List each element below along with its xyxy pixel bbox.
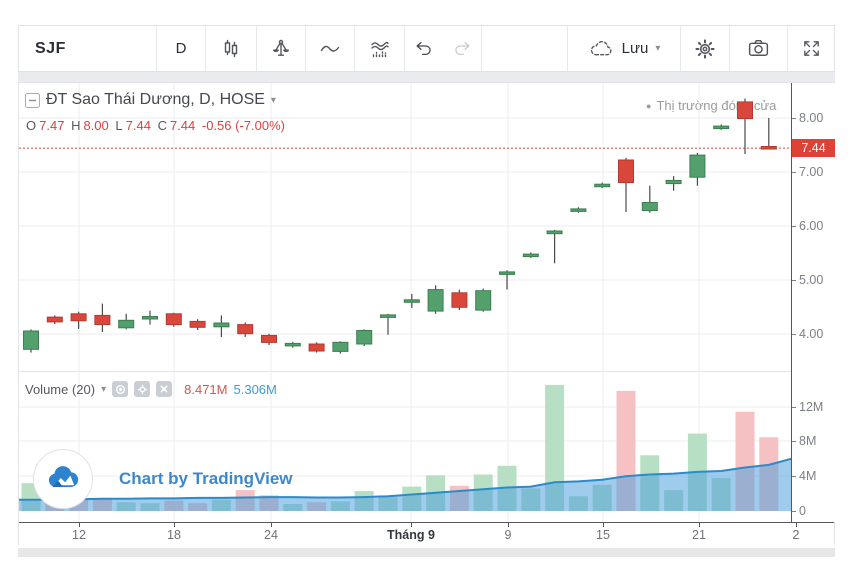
axis-tick (792, 441, 796, 442)
gear-icon (695, 38, 715, 59)
price-axis-label: 12M (799, 400, 824, 414)
time-axis-label: 9 (504, 528, 512, 542)
indicators-button[interactable] (355, 26, 404, 71)
chevron-down-icon[interactable]: ▾ (101, 383, 107, 395)
fullscreen-icon (803, 41, 819, 56)
toolbar-separator (205, 26, 206, 71)
price-axis-label: 5.00 (799, 273, 824, 287)
toolbar-separator (305, 26, 306, 71)
settings-button[interactable] (681, 26, 729, 71)
axis-tick (796, 523, 797, 527)
axis-tick (174, 523, 175, 527)
volume-value: 8.471M (184, 381, 228, 397)
bottom-strip (18, 548, 835, 557)
price-axis-label: 4.00 (799, 327, 824, 341)
symbol-title[interactable]: ĐT Sao Thái Dương, D, HOSE (46, 91, 265, 108)
toolbar-separator (680, 26, 681, 71)
axis-tick (792, 476, 796, 477)
compare-button[interactable] (257, 26, 305, 71)
toolbar-separator (156, 26, 157, 71)
interval-button[interactable]: D (175, 40, 187, 57)
axis-tick (271, 523, 272, 527)
fullscreen-button[interactable] (788, 26, 834, 71)
symbol-button[interactable]: SJF (35, 39, 66, 57)
time-axis[interactable]: 12 18 24 Tháng 9 9 15 21 2 (19, 522, 834, 545)
axis-tick (792, 118, 796, 119)
toolbar-separator (256, 26, 257, 71)
time-axis-label: Tháng 9 (387, 528, 435, 542)
visibility-eye-icon[interactable] (112, 381, 129, 397)
volume-ma-value: 5.306M (233, 381, 277, 397)
volume-study-label[interactable]: Volume (20) (25, 381, 96, 397)
status-dot-icon: ● (646, 100, 652, 111)
change-value: -0.56 (-7.00%) (201, 118, 285, 133)
time-axis-label: 2 (792, 528, 800, 542)
camera-icon (748, 39, 769, 56)
axis-tick (792, 407, 796, 408)
price-axis-label: 6.00 (799, 219, 824, 233)
chevron-down-icon[interactable]: ▾ (270, 94, 276, 106)
save-button[interactable]: Lưu ▾ (568, 26, 680, 71)
price-axis-label: 0 (799, 504, 806, 518)
undo-icon (416, 41, 431, 55)
undo-button[interactable] (405, 26, 443, 71)
axis-tick (792, 511, 796, 512)
main-legend: ĐT Sao Thái Dương, D, HOSE ▾ O 7.47 H 8.00… (25, 91, 285, 133)
axis-tick (792, 334, 796, 335)
line-wave-icon (320, 45, 340, 52)
toolbar-spacer (482, 26, 567, 71)
axis-tick (411, 523, 412, 527)
candlestick-style-button[interactable] (206, 26, 256, 71)
price-axis-label: 8M (799, 434, 817, 448)
time-axis-label: 24 (264, 528, 278, 542)
tradingview-logo[interactable] (33, 449, 93, 509)
cloud-icon (590, 41, 612, 56)
snapshot-button[interactable] (730, 26, 787, 71)
toolbar-separator (481, 26, 482, 71)
chart-panel: ● Thị trường đóng cửa ĐT Sao Thái Dương,… (18, 82, 835, 545)
save-label: Lưu (621, 40, 649, 57)
price-axis-label: 8.00 (799, 111, 824, 125)
remove-study-x-icon[interactable] (156, 381, 173, 397)
time-axis-label: 21 (692, 528, 706, 542)
toolbar-chart-gap (18, 72, 835, 82)
line-style-button[interactable] (306, 26, 354, 71)
time-axis-label: 12 (72, 528, 86, 542)
compare-scales-icon (272, 39, 290, 56)
ohlc-values: O 7.47 H 8.00 L 7.44 C 7.44 -0.56 (-7.00%) (26, 118, 285, 133)
toolbar-separator (729, 26, 730, 71)
last-price-badge: 7.44 (792, 139, 835, 157)
axis-tick (699, 523, 700, 527)
time-axis-label: 18 (167, 528, 181, 542)
candlestick-style-icon (224, 39, 238, 57)
toolbar-separator (404, 26, 405, 71)
axis-tick (792, 226, 796, 227)
axis-tick (79, 523, 80, 527)
toolbar-separator (354, 26, 355, 71)
study-settings-gear-icon[interactable] (134, 381, 151, 397)
collapse-legend-icon[interactable] (25, 92, 40, 108)
tradingview-attribution[interactable]: Chart by TradingView (33, 449, 293, 509)
chart-toolbar: SJF D (18, 25, 835, 72)
price-axis-label: 7.00 (799, 165, 824, 179)
price-axis[interactable]: 8.00 7.00 6.00 5.00 4.00 12M 8M 4M 0 7.44 (791, 83, 835, 522)
volume-legend: Volume (20) ▾ 8.471M 5.306M (25, 381, 277, 397)
time-axis-label: 15 (596, 528, 610, 542)
chevron-down-icon: ▾ (655, 43, 661, 54)
price-axis-label: 4M (799, 469, 817, 483)
price-chart[interactable] (19, 83, 791, 522)
toolbar-separator (787, 26, 788, 71)
pane-separator[interactable] (19, 371, 834, 372)
axis-tick (603, 523, 604, 527)
toolbar-separator (567, 26, 568, 71)
indicators-icon (370, 41, 389, 57)
attribution-text[interactable]: Chart by TradingView (119, 469, 293, 488)
redo-button[interactable] (443, 26, 481, 71)
axis-tick (792, 172, 796, 173)
axis-tick (508, 523, 509, 527)
axis-tick (792, 280, 796, 281)
redo-icon (455, 41, 470, 55)
